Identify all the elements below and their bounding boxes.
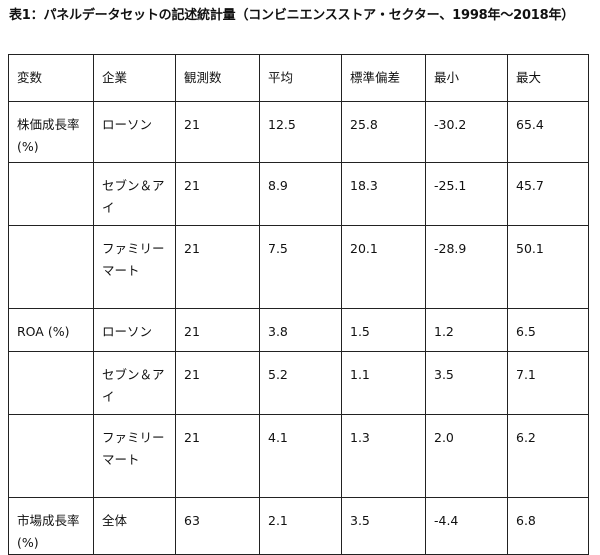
header-observations: 観測数 (175, 54, 260, 102)
max-cell: 6.5 (507, 308, 589, 352)
min-cell: 1.2 (425, 308, 508, 352)
max-cell: 6.8 (507, 497, 589, 555)
variable-cell-empty (8, 414, 94, 498)
observations-cell: 21 (175, 101, 260, 163)
header-max: 最大 (507, 54, 589, 102)
company-cell: ローソン (93, 308, 176, 352)
observations-cell: 63 (175, 497, 260, 555)
header-variable: 変数 (8, 54, 94, 102)
mean-cell: 3.8 (259, 308, 342, 352)
descriptive-stats-table: 変数 企業 観測数 平均 標準偏差 最小 最大 株価成長率 (%) ローソン 2… (8, 54, 589, 555)
max-cell: 50.1 (507, 225, 589, 309)
company-cell: ローソン (93, 101, 176, 163)
std-dev-cell: 1.3 (341, 414, 426, 498)
table-row: ファミリーマート 21 7.5 20.1 -28.9 50.1 (8, 225, 589, 309)
header-std-dev: 標準偏差 (341, 54, 426, 102)
table-row: ファミリーマート 21 4.1 1.3 2.0 6.2 (8, 414, 589, 498)
table-row: セブン＆アイ 21 8.9 18.3 -25.1 45.7 (8, 162, 589, 226)
mean-cell: 7.5 (259, 225, 342, 309)
header-company: 企業 (93, 54, 176, 102)
observations-cell: 21 (175, 414, 260, 498)
table-row: セブン＆アイ 21 5.2 1.1 3.5 7.1 (8, 351, 589, 415)
min-cell: -28.9 (425, 225, 508, 309)
observations-cell: 21 (175, 351, 260, 415)
company-cell: 全体 (93, 497, 176, 555)
table-header-row: 変数 企業 観測数 平均 標準偏差 最小 最大 (8, 54, 589, 102)
variable-cell-empty (8, 351, 94, 415)
std-dev-cell: 3.5 (341, 497, 426, 555)
company-cell: ファミリーマート (93, 414, 176, 498)
min-cell: -25.1 (425, 162, 508, 226)
std-dev-cell: 1.5 (341, 308, 426, 352)
min-cell: 3.5 (425, 351, 508, 415)
mean-cell: 5.2 (259, 351, 342, 415)
observations-cell: 21 (175, 162, 260, 226)
mean-cell: 12.5 (259, 101, 342, 163)
mean-cell: 2.1 (259, 497, 342, 555)
min-cell: 2.0 (425, 414, 508, 498)
header-mean: 平均 (259, 54, 342, 102)
variable-cell-empty (8, 162, 94, 226)
min-cell: -4.4 (425, 497, 508, 555)
variable-cell: ROA (%) (8, 308, 94, 352)
max-cell: 6.2 (507, 414, 589, 498)
table-caption: 表1：パネルデータセットの記述統計量（コンビニエンスストア・セクター、1998年… (9, 8, 575, 23)
std-dev-cell: 18.3 (341, 162, 426, 226)
variable-cell: 市場成長率 (%) (8, 497, 94, 555)
company-cell: ファミリーマート (93, 225, 176, 309)
mean-cell: 4.1 (259, 414, 342, 498)
max-cell: 7.1 (507, 351, 589, 415)
min-cell: -30.2 (425, 101, 508, 163)
variable-cell: 株価成長率 (%) (8, 101, 94, 163)
company-cell: セブン＆アイ (93, 351, 176, 415)
table-row: 市場成長率 (%) 全体 63 2.1 3.5 -4.4 6.8 (8, 497, 589, 555)
std-dev-cell: 20.1 (341, 225, 426, 309)
std-dev-cell: 25.8 (341, 101, 426, 163)
observations-cell: 21 (175, 225, 260, 309)
header-min: 最小 (425, 54, 508, 102)
observations-cell: 21 (175, 308, 260, 352)
max-cell: 45.7 (507, 162, 589, 226)
max-cell: 65.4 (507, 101, 589, 163)
variable-cell-empty (8, 225, 94, 309)
table-row: ROA (%) ローソン 21 3.8 1.5 1.2 6.5 (8, 308, 589, 352)
table-row: 株価成長率 (%) ローソン 21 12.5 25.8 -30.2 65.4 (8, 101, 589, 163)
company-cell: セブン＆アイ (93, 162, 176, 226)
std-dev-cell: 1.1 (341, 351, 426, 415)
mean-cell: 8.9 (259, 162, 342, 226)
